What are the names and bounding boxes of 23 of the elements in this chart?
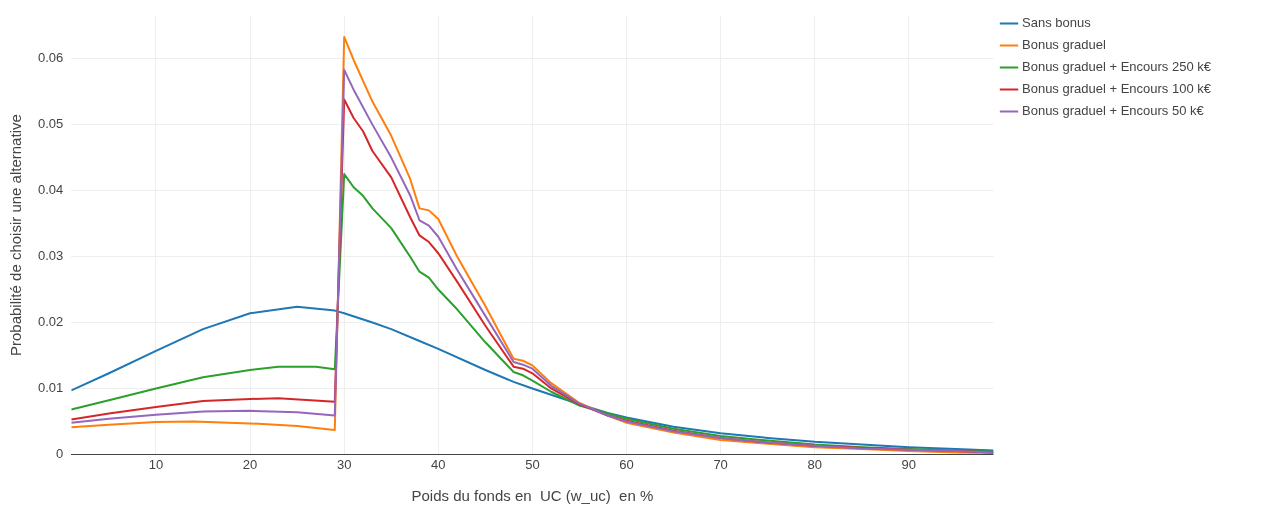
y-tick-label: 0 [56, 445, 64, 461]
x-tick-label: 80 [807, 456, 822, 472]
x-axis-title: Poids du fonds en UC (w_uc) en % [411, 487, 654, 505]
x-tick-label: 40 [431, 456, 446, 472]
legend-label: Bonus graduel + Encours 250 k€ [1022, 59, 1212, 75]
legend-label: Sans bonus [1022, 15, 1092, 31]
y-tick-label: 0.04 [37, 182, 64, 198]
x-tick-label: 30 [336, 456, 352, 472]
x-tick-label: 60 [619, 456, 634, 472]
y-tick-label: 0.03 [37, 248, 64, 264]
y-tick-label: 0.05 [37, 116, 64, 132]
y-tick-label: 0.06 [37, 50, 64, 66]
y-axis-title: Probabilité de choisir une alternative [7, 114, 25, 357]
legend-label: Bonus graduel [1022, 37, 1106, 53]
x-tick-label: 50 [525, 456, 540, 472]
y-tick-label: 0.02 [37, 314, 64, 330]
x-tick-label: 20 [242, 456, 258, 472]
legend-label: Bonus graduel + Encours 50 k€ [1022, 103, 1205, 119]
y-tick-label: 0.01 [37, 380, 64, 396]
x-tick-label: 70 [713, 456, 728, 472]
x-tick-label: 90 [901, 456, 917, 472]
x-tick-label: 10 [148, 456, 164, 472]
legend-label: Bonus graduel + Encours 100 k€ [1022, 81, 1212, 97]
